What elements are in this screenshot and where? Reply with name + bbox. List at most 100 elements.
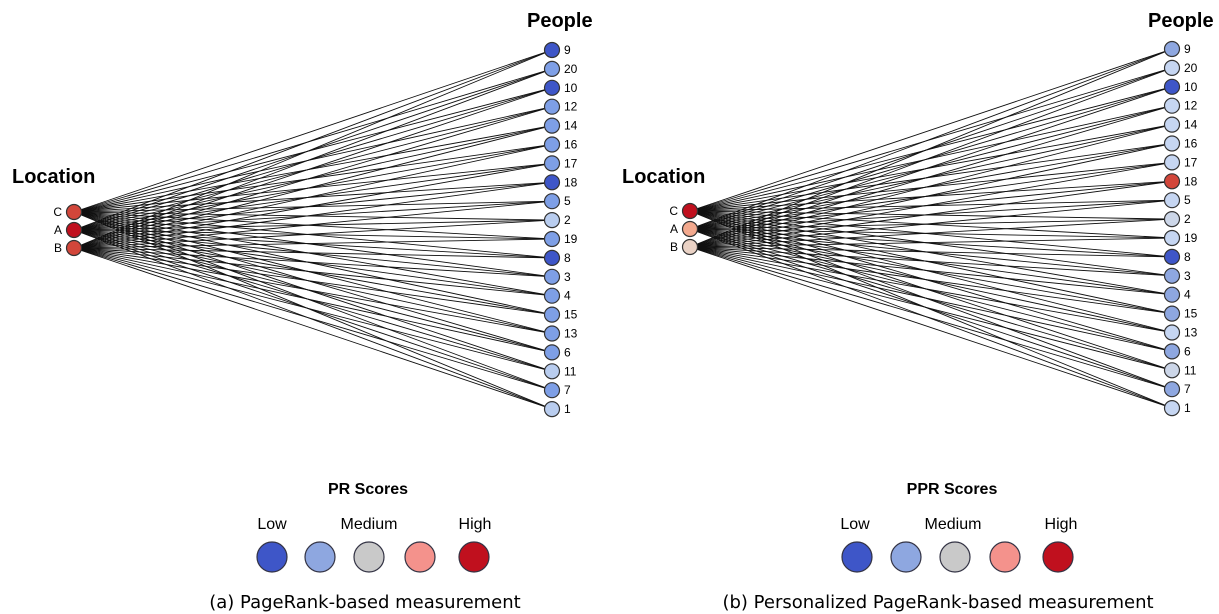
legend-swatches-a — [256, 541, 490, 573]
edge — [73, 200, 553, 249]
people-nodes-b: 9 20 10 12 14 16 17 18 5 2 19 8 3 4 15 13 6 11 7 1 — [1163, 40, 1198, 417]
person-label: 19 — [1184, 231, 1198, 245]
person-label: 13 — [1184, 326, 1198, 340]
person-label: 14 — [564, 119, 578, 133]
edge — [73, 68, 553, 249]
person-node-17 — [1163, 154, 1181, 171]
location-node-b — [681, 238, 699, 256]
person-node-15 — [1163, 305, 1181, 322]
edge — [689, 161, 1173, 248]
person-node-15 — [543, 306, 561, 323]
edge — [689, 246, 1173, 258]
person-node-6 — [543, 344, 561, 361]
edge — [73, 247, 553, 410]
person-node-13 — [543, 325, 561, 342]
person-node-20 — [1163, 59, 1181, 77]
location-label: C — [53, 205, 62, 219]
legend-swatch — [841, 541, 873, 573]
person-label: 20 — [1184, 61, 1198, 75]
person-label: 10 — [564, 81, 578, 95]
caption-a: (a) PageRank-based measurement — [209, 592, 520, 613]
edge — [689, 218, 1173, 248]
person-label: 3 — [564, 270, 571, 284]
legend-swatch — [939, 541, 971, 573]
edge — [73, 247, 553, 259]
edge — [73, 247, 553, 391]
edge — [689, 199, 1173, 248]
panel-a: Location People CAB 92010121416171852198… — [12, 10, 593, 613]
legend-low-b: Low — [840, 516, 870, 533]
legend-title-a: PR Scores — [328, 481, 408, 498]
person-node-11 — [1163, 362, 1181, 379]
person-node-10 — [1163, 78, 1181, 95]
person-node-13 — [1163, 324, 1181, 341]
person-label: 2 — [1184, 212, 1191, 226]
person-label: 4 — [564, 289, 571, 303]
edge — [689, 180, 1173, 248]
person-label: 7 — [1184, 382, 1191, 396]
legend-swatch — [989, 541, 1021, 573]
person-label: 18 — [1184, 174, 1198, 188]
person-label: 10 — [1184, 80, 1198, 94]
person-node-14 — [543, 117, 561, 134]
person-node-14 — [1163, 116, 1181, 133]
edge — [689, 237, 1173, 248]
person-label: 4 — [1184, 288, 1191, 302]
legend-title-b: PPR Scores — [907, 481, 998, 498]
person-node-3 — [543, 268, 561, 285]
edge — [73, 49, 553, 231]
person-label: 7 — [564, 383, 571, 397]
edge — [73, 238, 553, 249]
person-node-5 — [1163, 192, 1181, 209]
edge — [73, 162, 553, 249]
location-header-a: Location — [12, 166, 95, 188]
edge — [73, 144, 553, 249]
person-node-19 — [543, 230, 561, 248]
person-label: 15 — [564, 308, 578, 322]
person-label: 17 — [1184, 155, 1198, 169]
legend-low-a: Low — [257, 516, 287, 533]
person-node-4 — [1163, 286, 1181, 303]
edge — [689, 246, 1173, 296]
legend-swatch — [1042, 541, 1074, 573]
location-nodes-b: CAB — [669, 202, 699, 256]
location-label: B — [54, 241, 62, 255]
person-node-7 — [543, 382, 561, 399]
legend-swatch — [304, 541, 336, 573]
people-header-b: People — [1148, 10, 1214, 32]
location-node-c — [681, 202, 699, 220]
person-node-3 — [1163, 267, 1181, 284]
person-label: 9 — [1184, 42, 1191, 56]
legend-a: PR Scores Low Medium High — [256, 481, 491, 573]
legend-swatch — [404, 541, 436, 573]
person-label: 15 — [1184, 307, 1198, 321]
person-label: 5 — [564, 194, 571, 208]
person-node-1 — [1163, 400, 1181, 417]
edge — [689, 86, 1173, 248]
edge — [689, 48, 1173, 248]
person-node-8 — [1163, 248, 1181, 265]
legend-medium-a: Medium — [341, 516, 398, 533]
edge — [73, 87, 553, 249]
person-label: 3 — [1184, 269, 1191, 283]
person-node-10 — [543, 79, 561, 96]
location-label: A — [54, 223, 62, 237]
person-label: 16 — [564, 138, 578, 152]
edge — [689, 246, 1173, 315]
person-label: 8 — [1184, 250, 1191, 264]
edge — [689, 246, 1173, 277]
person-node-9 — [543, 41, 561, 59]
person-node-16 — [543, 136, 561, 153]
location-label: A — [670, 222, 678, 236]
edges-a — [73, 49, 553, 410]
edge — [73, 247, 553, 297]
edge — [689, 246, 1173, 409]
person-label: 6 — [1184, 344, 1191, 358]
person-label: 11 — [1184, 363, 1197, 377]
edge — [689, 67, 1173, 248]
legend-swatch — [256, 541, 288, 573]
person-label: 5 — [1184, 193, 1191, 207]
person-node-7 — [1163, 381, 1181, 398]
edge — [73, 125, 553, 249]
